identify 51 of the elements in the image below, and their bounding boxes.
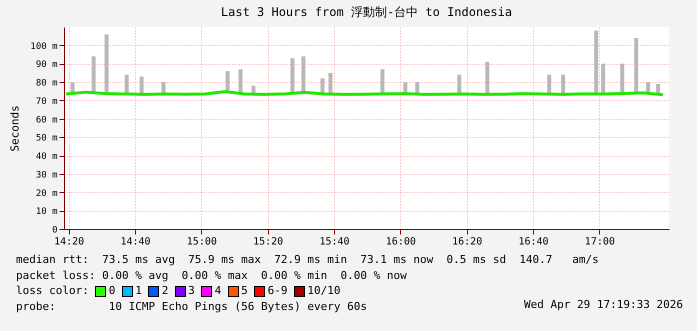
bar xyxy=(594,30,598,94)
bar xyxy=(380,69,384,94)
bar xyxy=(70,82,75,94)
y-tick-label: 70 m xyxy=(36,96,58,107)
chart-title: Last 3 Hours from 浮動制-台中 to Indonesia xyxy=(220,5,512,19)
bar xyxy=(238,69,243,94)
y-tick-label: 80 m xyxy=(36,78,58,89)
text: loss color: 0 1 2 3 4 5 6-9 10/10 xyxy=(16,283,342,298)
text: Wed Apr 29 17:19:33 2026 xyxy=(524,298,683,311)
y-tick-label: 30 m xyxy=(36,170,58,180)
bar xyxy=(320,78,325,94)
bar xyxy=(124,74,129,94)
text: probe: 10 ICMP Echo Pings (56 Bytes) every 60s xyxy=(16,300,367,312)
bar xyxy=(620,64,624,94)
bar xyxy=(601,64,606,94)
text: packet loss: 0.00 % avg 0.00 % max 0.00 % min 0.00 % now xyxy=(16,268,408,283)
bar xyxy=(634,38,638,94)
x-tick-label: 16:40 xyxy=(518,236,549,248)
x-tick-label: 14:40 xyxy=(120,236,151,248)
y-tick-label: 0 xyxy=(52,226,58,236)
y-tick-label: 10 m xyxy=(36,207,58,218)
bar xyxy=(301,56,306,94)
bar xyxy=(162,82,166,94)
bar xyxy=(104,34,109,94)
text: median rtt: 73.5 ms avg 75.9 ms max 72.9 ms min 73.1 ms now 0.5 ms sd 140.7 am/s xyxy=(16,252,599,268)
y-tick-label: 60 m xyxy=(36,115,58,126)
x-tick-label: 17:00 xyxy=(584,236,615,248)
bar xyxy=(656,84,660,94)
y-tick-label: 20 m xyxy=(36,188,58,199)
x-tick-label: 15:40 xyxy=(319,236,350,248)
x-tick-label: 15:00 xyxy=(186,236,217,248)
x-tick-label: 16:00 xyxy=(386,236,416,248)
bar xyxy=(328,72,332,94)
x-tick-label: 15:20 xyxy=(253,236,284,248)
x-tick-label: 14:20 xyxy=(54,236,84,248)
bar xyxy=(547,74,552,94)
bar xyxy=(140,76,144,94)
bar xyxy=(92,56,96,94)
bar xyxy=(646,82,650,94)
bar xyxy=(561,74,566,94)
bar xyxy=(485,62,490,94)
y-tick-label: 100 m xyxy=(30,42,58,52)
bar xyxy=(415,82,420,94)
y-tick-label: 40 m xyxy=(36,152,58,162)
bar xyxy=(457,74,462,94)
x-tick-label: 16:20 xyxy=(452,236,482,248)
bar xyxy=(290,58,294,94)
y-axis-title: Seconds xyxy=(8,105,22,152)
y-tick-label: 90 m xyxy=(36,60,58,70)
y-tick-label: 50 m xyxy=(36,134,58,144)
bar xyxy=(403,82,408,94)
